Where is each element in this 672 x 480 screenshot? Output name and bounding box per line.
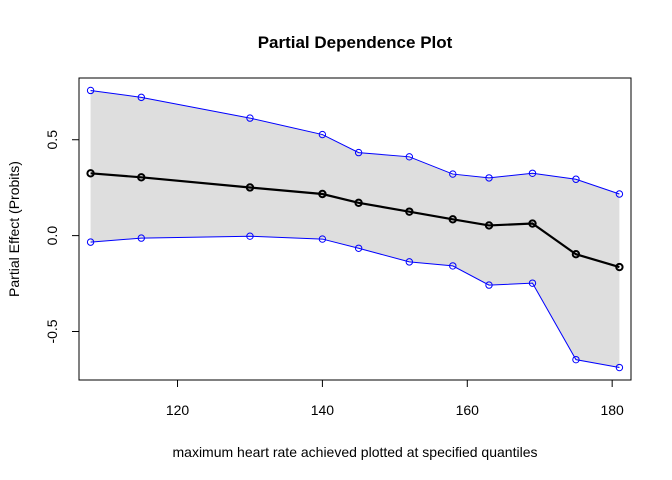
y-axis: -0.5 0.0 0.5 xyxy=(44,130,79,344)
lower-bound-point xyxy=(449,262,457,270)
lower-bound-point xyxy=(318,235,327,243)
lower-bound-point xyxy=(246,232,254,240)
y-tick-label: 0.5 xyxy=(44,130,60,150)
lower-bound-point xyxy=(615,363,624,372)
upper-bound-point xyxy=(86,86,95,95)
x-axis-title: maximum heart rate achieved plotted at s… xyxy=(173,444,538,460)
upper-bound-point xyxy=(615,190,624,198)
series-points-layer xyxy=(86,86,624,372)
estimate-point xyxy=(318,189,327,199)
confidence-band-layer xyxy=(90,90,620,368)
lower-bound-point xyxy=(485,281,493,289)
upper-bound-point xyxy=(354,148,363,157)
upper-bound-point xyxy=(137,93,145,102)
plot-frame xyxy=(78,77,632,381)
estimate-point xyxy=(354,198,363,208)
y-tick-label: 0.0 xyxy=(44,226,60,246)
upper-bound-point xyxy=(318,130,327,139)
chart-title: Partial Dependence Plot xyxy=(258,33,453,52)
lower-bound-point xyxy=(572,355,580,364)
upper-bound-point xyxy=(246,114,254,122)
series-lines-layer xyxy=(90,89,620,369)
x-tick-label: 120 xyxy=(166,402,190,418)
upper-bound-point xyxy=(572,175,580,183)
lower-bound-point xyxy=(354,244,363,252)
estimate-point xyxy=(484,221,494,230)
lower-bound-point xyxy=(86,238,95,246)
x-axis: 120 140 160 180 xyxy=(166,380,624,418)
confidence-band xyxy=(90,90,620,368)
y-axis-title: Partial Effect (Probits) xyxy=(6,161,22,297)
estimate-point xyxy=(86,169,95,178)
estimate-point xyxy=(571,250,581,259)
lower-bound-point xyxy=(405,258,414,266)
x-tick-label: 140 xyxy=(311,402,335,418)
upper-bound-line xyxy=(90,89,620,195)
estimate-line xyxy=(90,172,620,269)
estimate-point xyxy=(137,173,146,182)
lower-bound-point xyxy=(528,279,537,287)
lower-bound-point xyxy=(137,234,145,242)
y-tick-label: -0.5 xyxy=(44,319,60,343)
upper-bound-point xyxy=(405,153,414,161)
upper-bound-point xyxy=(449,170,457,178)
estimate-point xyxy=(245,183,255,192)
estimate-point xyxy=(615,262,624,272)
estimate-point xyxy=(448,215,457,224)
upper-bound-point xyxy=(528,169,537,177)
estimate-point xyxy=(528,219,537,228)
x-tick-label: 180 xyxy=(600,402,624,418)
lower-bound-line xyxy=(90,235,620,369)
x-tick-label: 160 xyxy=(456,402,480,418)
upper-bound-point xyxy=(485,174,493,182)
estimate-point xyxy=(405,207,414,216)
